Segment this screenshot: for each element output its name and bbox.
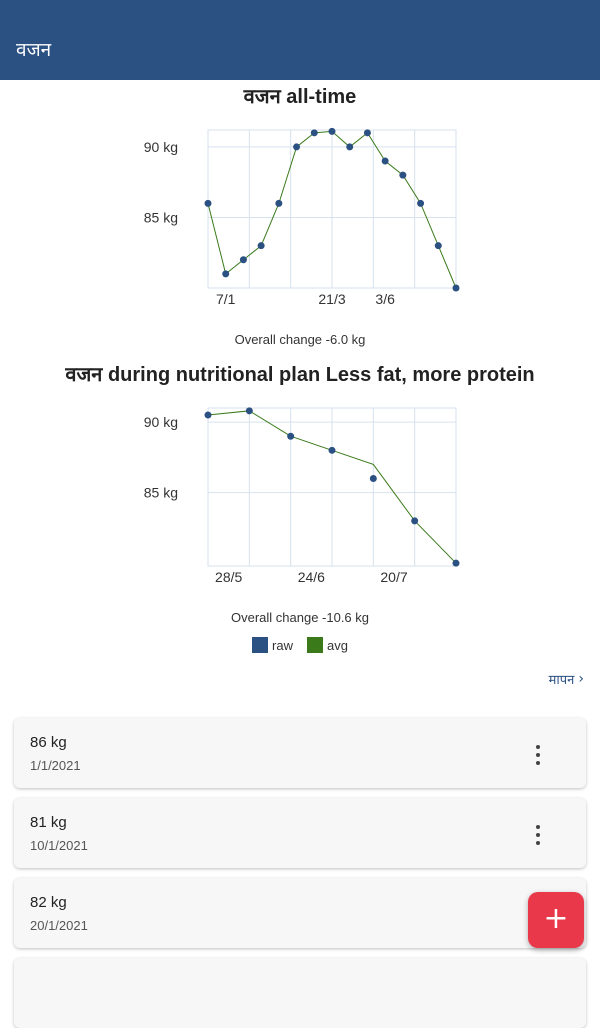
- entry-weight: 82 kg: [30, 894, 67, 911]
- data-point-raw: [417, 199, 425, 207]
- data-point-raw: [363, 129, 371, 137]
- y-tick-label: 85 kg: [144, 485, 178, 501]
- entry-date: 20/1/2021: [30, 918, 88, 933]
- chevron-right-icon: ›: [578, 671, 584, 687]
- legend-raw-swatch: [252, 637, 269, 653]
- entry-weight: 86 kg: [30, 734, 67, 751]
- chart-plan: 90 kg 85 kg 28/5 24/6 20/7: [144, 407, 460, 585]
- more-vert-icon[interactable]: [526, 823, 550, 847]
- legend-avg-label: avg: [326, 637, 348, 653]
- data-point-raw: [204, 199, 212, 207]
- data-point-raw: [257, 242, 265, 250]
- x-tick-label: 20/7: [380, 569, 407, 585]
- chart-title-plan: वजन during nutritional plan Less fat, mo…: [65, 364, 535, 386]
- data-point-raw: [452, 559, 460, 567]
- data-point-raw: [411, 517, 419, 525]
- entry-card[interactable]: 82 kg 20/1/2021: [14, 878, 586, 948]
- entry-weight: 81 kg: [30, 814, 67, 831]
- app-bar: वजन: [0, 0, 600, 80]
- entry-card[interactable]: 81 kg 10/1/2021: [14, 798, 586, 868]
- y-tick-label: 90 kg: [144, 414, 178, 430]
- legend-raw-label: raw: [272, 637, 293, 653]
- legend-avg-swatch: [306, 637, 323, 653]
- data-point-raw: [399, 171, 407, 179]
- y-tick-label: 90 kg: [144, 139, 178, 155]
- overall-change-all-time: Overall change -6.0 kg: [234, 332, 366, 347]
- data-point-raw: [239, 256, 247, 264]
- x-tick-label: 7/1: [216, 291, 236, 307]
- legend-raw: raw: [252, 637, 293, 653]
- data-point-raw: [381, 157, 389, 165]
- overall-change-plan: Overall change -10.6 kg: [230, 610, 370, 625]
- data-point-raw: [287, 432, 295, 440]
- data-point-raw: [452, 284, 460, 292]
- measurements-link-label: मापन: [548, 673, 575, 688]
- data-point-raw: [328, 127, 336, 135]
- x-tick-label: 3/6: [375, 291, 395, 307]
- data-point-raw: [434, 242, 442, 250]
- entry-date: 10/1/2021: [30, 838, 88, 853]
- measurements-link[interactable]: मापन ›: [549, 670, 584, 688]
- data-point-raw: [245, 407, 253, 415]
- chart-legend: raw avg: [0, 637, 600, 653]
- x-tick-label: 21/3: [318, 291, 345, 307]
- entry-card[interactable]: 86 kg 1/1/2021: [14, 718, 586, 788]
- legend-avg: avg: [306, 637, 348, 653]
- x-tick-label: 24/6: [298, 569, 325, 585]
- data-point-raw: [346, 143, 354, 151]
- y-tick-label: 85 kg: [144, 209, 178, 225]
- data-point-raw: [275, 199, 283, 207]
- data-point-raw: [328, 446, 336, 454]
- more-vert-icon[interactable]: [526, 743, 550, 767]
- chart-all-time: 90 kg 85 kg 7/1 21/3 3/6: [144, 127, 460, 307]
- data-point-raw: [369, 475, 377, 483]
- data-point-raw: [204, 411, 212, 419]
- app-title: वजन: [16, 39, 52, 61]
- entry-card[interactable]: [14, 958, 586, 1028]
- add-entry-button[interactable]: +: [528, 892, 584, 948]
- data-point-raw: [293, 143, 301, 151]
- x-tick-label: 28/5: [215, 569, 242, 585]
- data-point-raw: [310, 129, 318, 137]
- plus-icon: +: [543, 901, 569, 936]
- data-point-raw: [222, 270, 230, 278]
- entry-date: 1/1/2021: [30, 758, 81, 773]
- chart-title-all-time: वजन all-time: [243, 86, 357, 108]
